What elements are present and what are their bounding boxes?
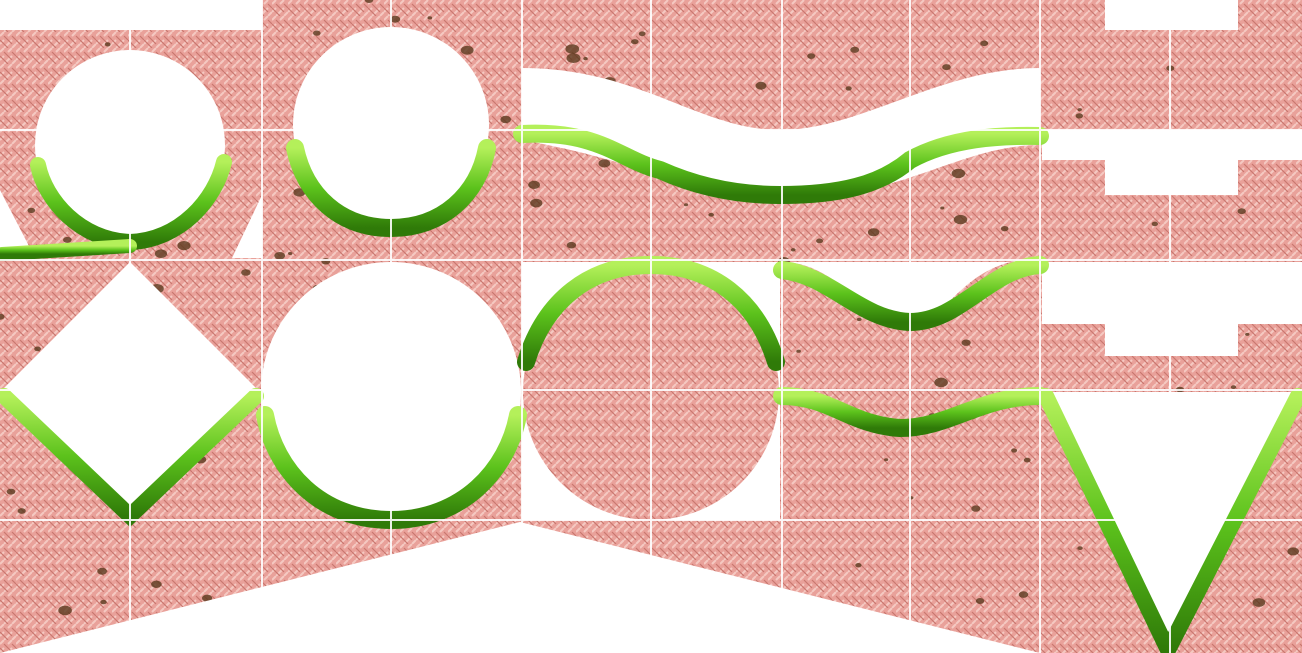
rock-speck [1151, 221, 1159, 227]
rock-speck [867, 228, 880, 237]
rock-speck [154, 249, 168, 258]
rock-speck [638, 31, 646, 37]
rock-speck [241, 269, 251, 276]
rock-speck [1023, 457, 1031, 463]
rock-speck [1077, 108, 1082, 112]
rock-speck [100, 599, 107, 605]
rock-speck [565, 44, 580, 54]
rock-speck [583, 57, 588, 61]
rock-speck [34, 346, 41, 352]
rock-speck [975, 598, 985, 604]
rock-speck [708, 212, 714, 217]
rock-speck [313, 30, 321, 36]
rock-speck [566, 53, 581, 63]
grass-dip-2 [773, 387, 1049, 438]
rock-speck [951, 168, 966, 179]
rock-speck [17, 508, 26, 514]
rock-speck [1011, 448, 1018, 453]
rock-speck [790, 248, 796, 252]
rock-speck [97, 567, 107, 575]
rock-speck [364, 0, 374, 3]
rock-speck [755, 81, 767, 90]
rock-speck [942, 64, 951, 71]
grass-v [1038, 388, 1302, 653]
rock-speck [274, 252, 286, 260]
rock-speck [6, 488, 16, 495]
rock-speck [202, 594, 213, 602]
rock-speck [855, 563, 862, 568]
rock-speck [971, 505, 981, 512]
rock-speck [884, 458, 889, 462]
rock-speck [58, 605, 72, 616]
rock-speck [151, 580, 162, 588]
rock-speck [807, 53, 816, 59]
rock-speck [1287, 547, 1299, 556]
rock-speck [934, 377, 948, 388]
rock-speck [528, 180, 540, 189]
rock-speck [530, 198, 543, 208]
rock-speck [288, 252, 293, 255]
grass-bottom-strip [0, 239, 137, 261]
rock-speck [1018, 591, 1029, 598]
rock-speck [427, 16, 433, 20]
rock-speck [953, 214, 968, 225]
rock-speck [566, 241, 577, 249]
rock-speck [850, 46, 860, 53]
rock-speck [1230, 385, 1237, 390]
rock-speck [856, 317, 862, 322]
rock-speck [598, 159, 611, 168]
rock-speck [63, 236, 72, 243]
rock-speck [500, 115, 512, 124]
rock-speck [177, 241, 191, 251]
rock-speck [845, 86, 852, 91]
rock-speck [980, 40, 989, 47]
rock-speck [631, 39, 639, 45]
rock-speck [1252, 598, 1266, 607]
rock-speck [390, 15, 401, 23]
rock-speck [1075, 113, 1084, 119]
rock-speck [27, 207, 36, 214]
rock-speck [940, 206, 945, 210]
rock-speck [0, 313, 5, 320]
rock-speck [1000, 226, 1009, 232]
rock-speck [816, 238, 824, 244]
rock-speck [460, 45, 474, 55]
rock-speck [1237, 208, 1246, 215]
grass-wave [513, 124, 1049, 205]
rock-speck [683, 203, 689, 207]
rock-speck [1077, 546, 1083, 550]
rock-speck [961, 339, 971, 346]
rock-speck [796, 349, 801, 353]
rock-speck [293, 188, 306, 197]
